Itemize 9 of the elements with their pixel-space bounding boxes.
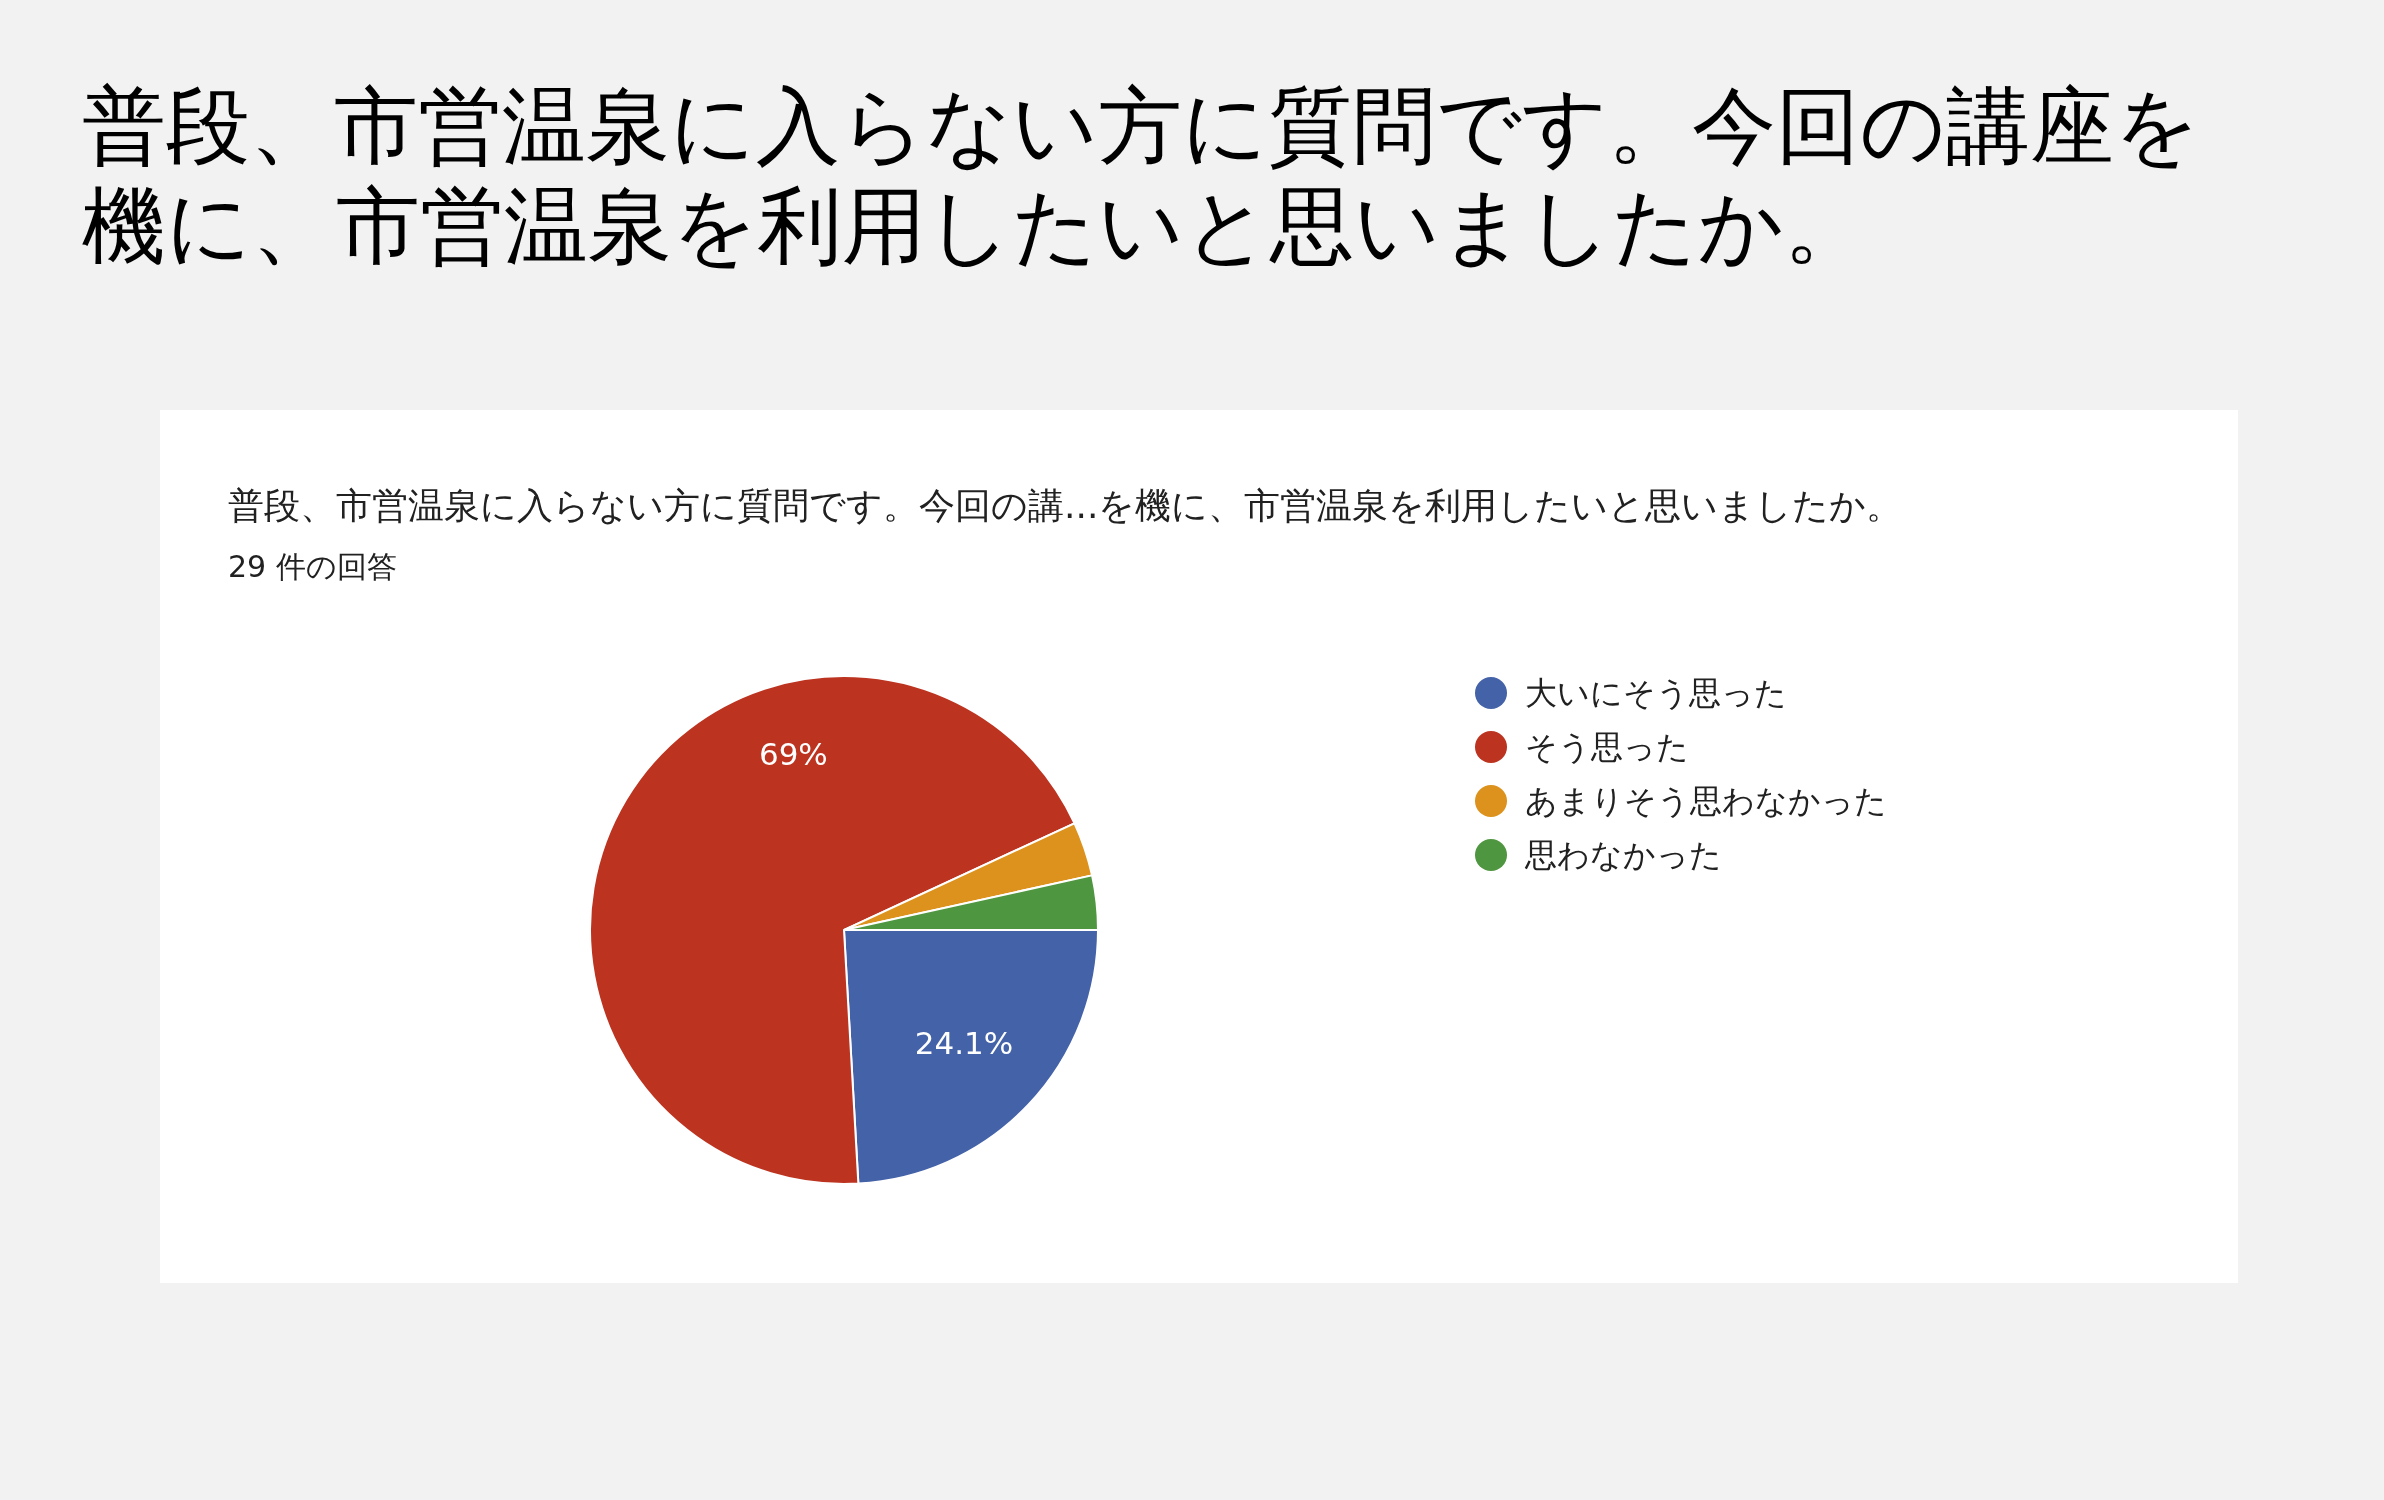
- legend-label: 大いにそう思った: [1525, 674, 1787, 712]
- legend-label: そう思った: [1525, 728, 1689, 766]
- data-label: 24.1%: [914, 1025, 1014, 1062]
- data-label: 69%: [758, 736, 828, 773]
- chart-title: 普段、市営温泉に入らない方に質問です。今回の講座を機に、市営温泉を利用したいと思いましたか。: [82, 77, 2200, 275]
- chart-subtitle: 普段、市営温泉に入らない方に質問です。今回の講...を機に、市営温泉を利用したいと思いましたか。: [228, 485, 1903, 526]
- legend-label: 思わなかった: [1524, 836, 1722, 874]
- text: 29 件の回答: [228, 549, 397, 584]
- legend-label: あまりそう思わなかった: [1525, 782, 1887, 820]
